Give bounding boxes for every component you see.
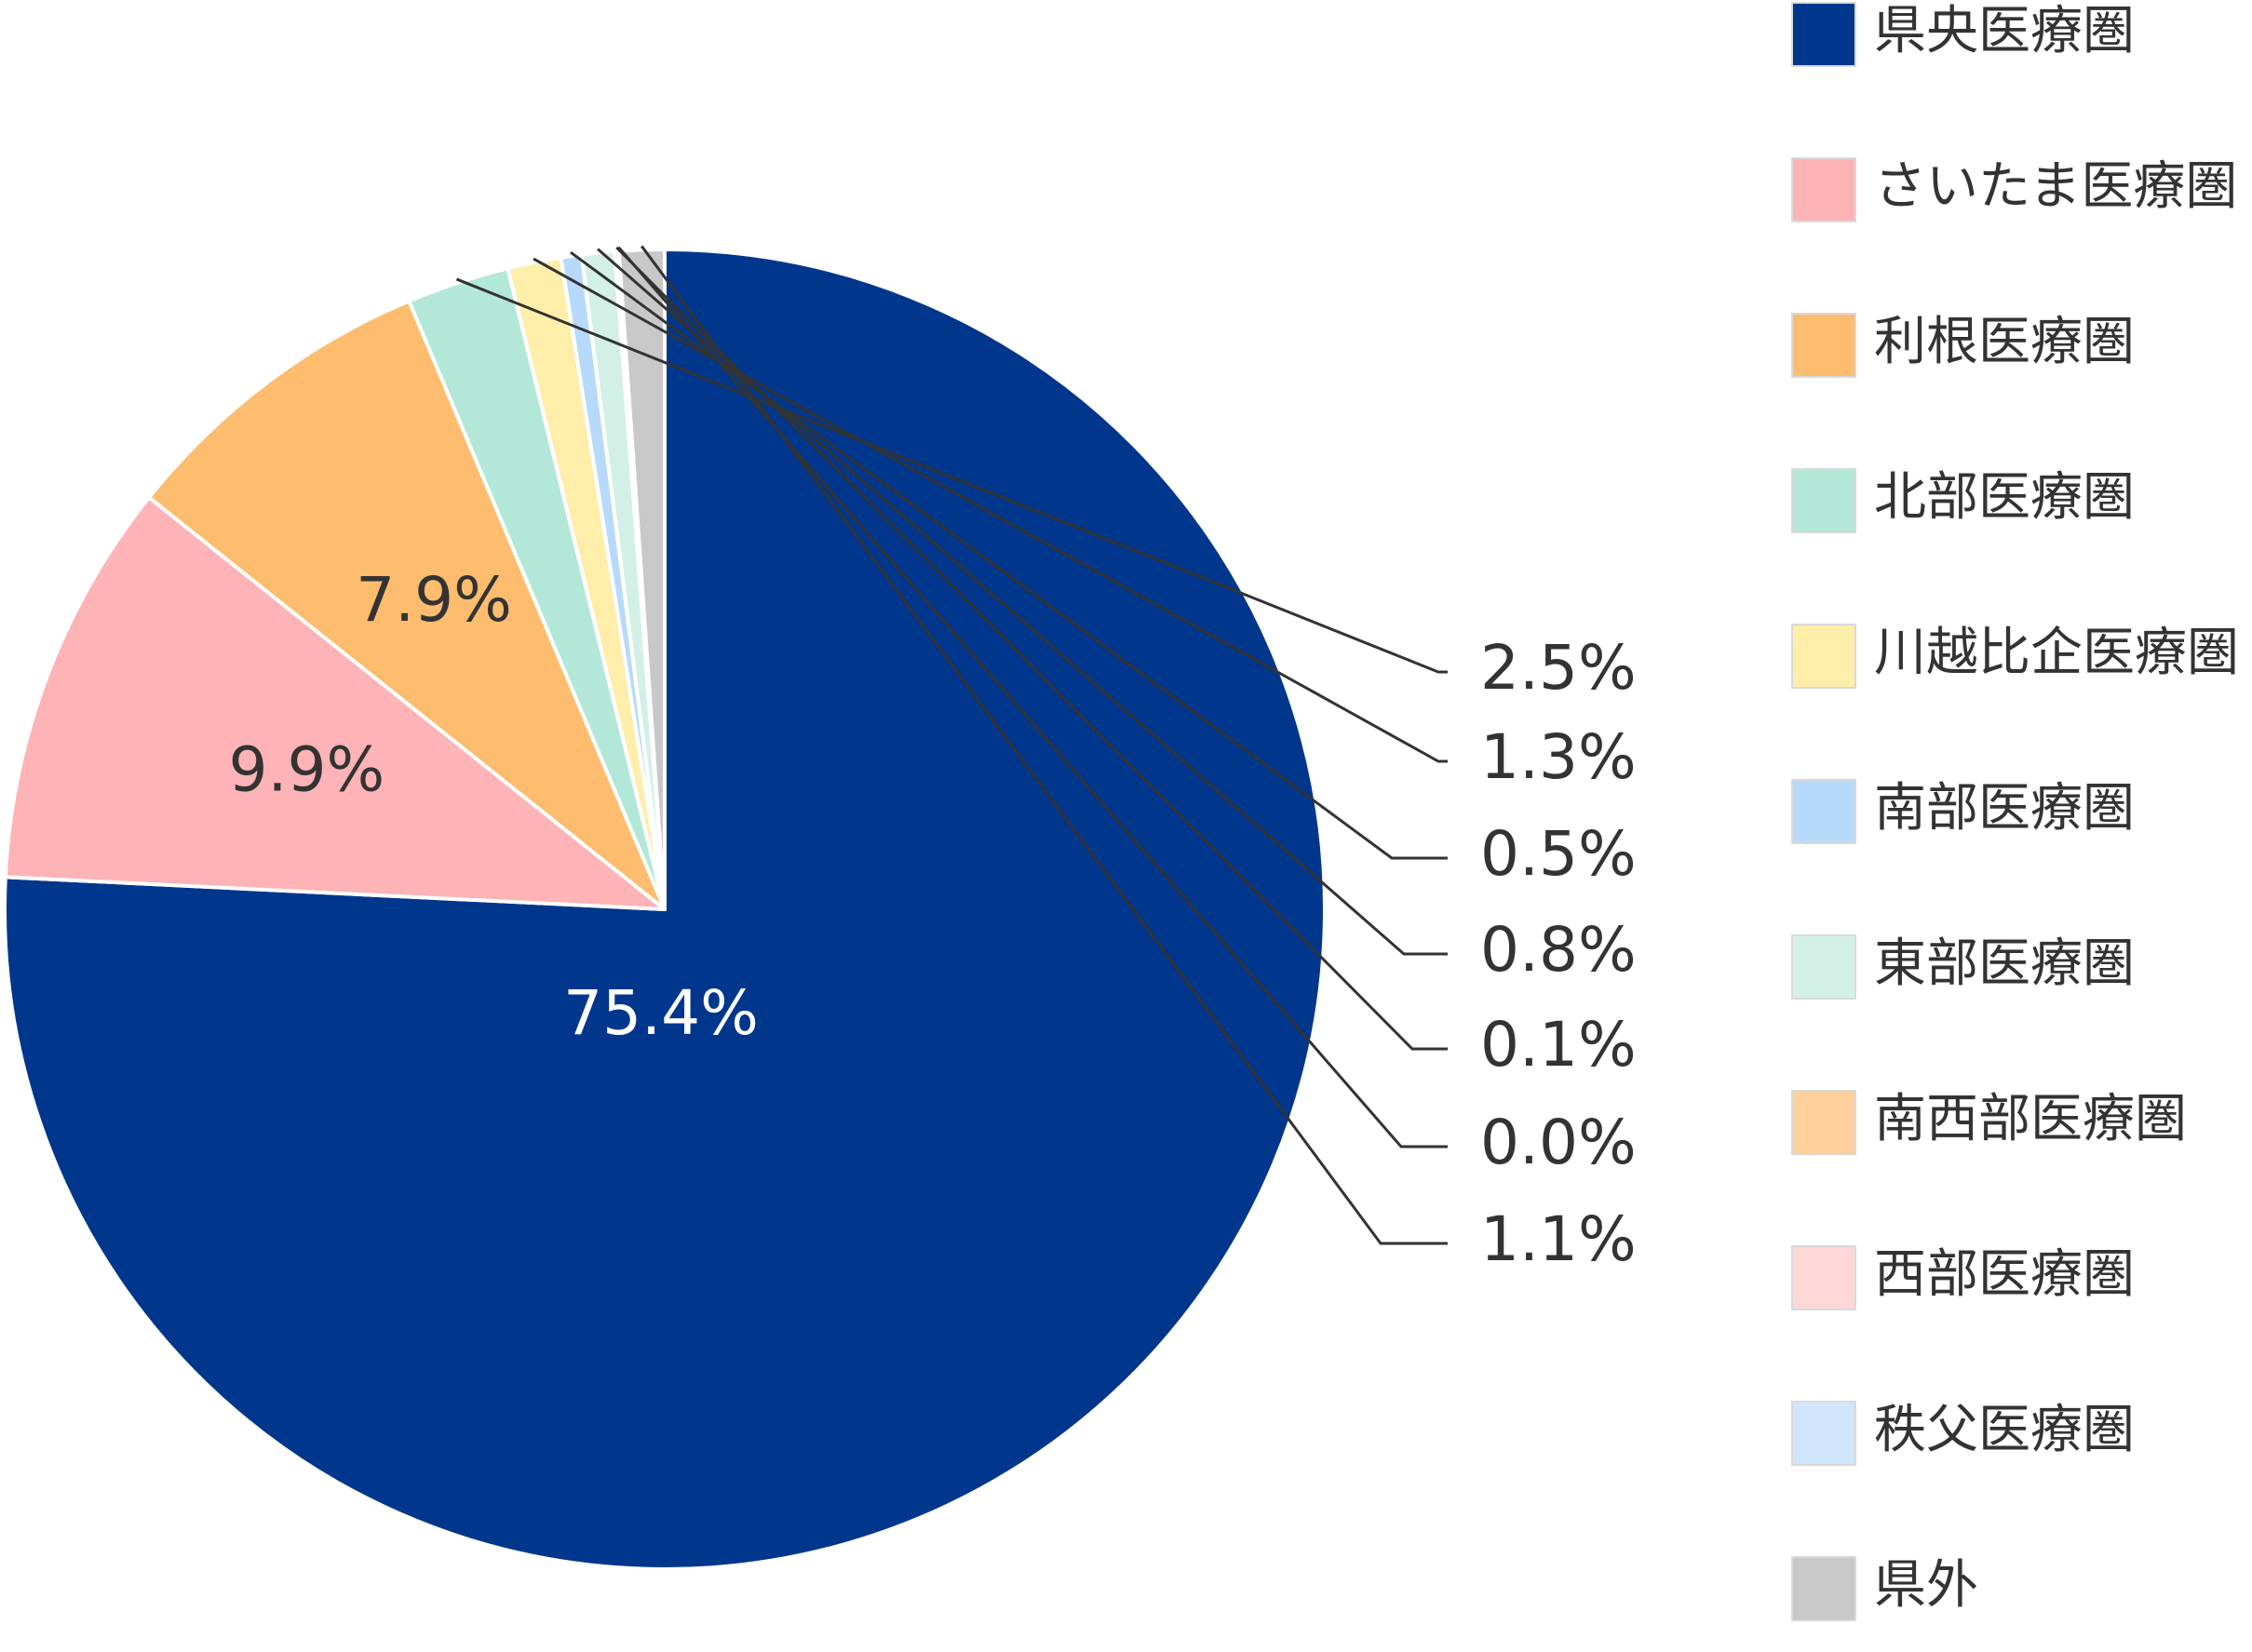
legend-label-10: 秩父医療圏 bbox=[1874, 1400, 2135, 1460]
legend-item-11: 県外 bbox=[1791, 1555, 1978, 1621]
legend-swatch-7 bbox=[1791, 934, 1856, 1000]
legend-swatch-5 bbox=[1791, 624, 1856, 689]
slice-label-1: 75.4% bbox=[563, 977, 759, 1049]
legend-item-7: 東部医療圏 bbox=[1791, 933, 2135, 1000]
slice-label-8: 0.1% bbox=[1480, 1009, 1637, 1081]
legend-label-1: 県央医療圏 bbox=[1874, 1, 2135, 61]
pie-slice-1 bbox=[3, 248, 1327, 1571]
slice-label-11: 1.1% bbox=[1480, 1203, 1637, 1275]
legend-swatch-9 bbox=[1791, 1245, 1856, 1310]
legend-swatch-1 bbox=[1791, 2, 1856, 67]
legend-swatch-4 bbox=[1791, 468, 1856, 533]
leader-line-11 bbox=[641, 245, 1448, 1245]
slice-label-6: 0.5% bbox=[1480, 818, 1637, 890]
legend-item-6: 南部医療圏 bbox=[1791, 778, 2135, 844]
slice-label-9: 0.0% bbox=[1480, 1107, 1637, 1178]
legend-item-1: 県央医療圏 bbox=[1791, 1, 2135, 67]
legend-label-11: 県外 bbox=[1874, 1555, 1978, 1616]
legend-swatch-2 bbox=[1791, 157, 1856, 222]
leader-lines bbox=[455, 245, 1448, 1245]
leader-line-7 bbox=[597, 248, 1448, 956]
legend-label-5: 川越比企医療圏 bbox=[1874, 623, 2239, 683]
legend-swatch-11 bbox=[1791, 1556, 1856, 1621]
slice-label-3: 7.9% bbox=[356, 564, 512, 636]
legend-item-4: 北部医療圏 bbox=[1791, 467, 2135, 533]
legend-swatch-10 bbox=[1791, 1401, 1856, 1466]
legend: 県央医療圏さいたま医療圏利根医療圏北部医療圏川越比企医療圏南部医療圏東部医療圏南… bbox=[1791, 1, 2239, 1621]
legend-label-6: 南部医療圏 bbox=[1874, 778, 2135, 839]
legend-item-5: 川越比企医療圏 bbox=[1791, 623, 2239, 689]
slice-label-7: 0.8% bbox=[1480, 914, 1637, 986]
pie-slice-3 bbox=[147, 299, 667, 911]
pie-slices bbox=[3, 248, 1327, 1571]
leader-line-9 bbox=[617, 246, 1448, 1148]
legend-item-2: さいたま医療圏 bbox=[1791, 156, 2237, 222]
legend-label-7: 東部医療圏 bbox=[1874, 933, 2135, 994]
legend-item-10: 秩父医療圏 bbox=[1791, 1400, 2135, 1466]
slice-label-2: 9.9% bbox=[229, 734, 385, 806]
slice-labels: 75.4% 9.9% 7.9% 2.5% 1.3% 0.5% 0.8% 0.1% 0.0% 1.1… bbox=[229, 564, 1637, 1275]
leader-line-6 bbox=[570, 250, 1448, 860]
legend-label-4: 北部医療圏 bbox=[1874, 467, 2135, 528]
legend-label-8: 南西部医療圏 bbox=[1874, 1089, 2187, 1149]
legend-label-9: 西部医療圏 bbox=[1874, 1244, 2135, 1305]
pie-slice-2 bbox=[3, 495, 667, 911]
slice-label-5: 1.3% bbox=[1480, 721, 1637, 793]
legend-item-3: 利根医療圏 bbox=[1791, 312, 2135, 378]
legend-swatch-8 bbox=[1791, 1090, 1856, 1155]
slice-label-4: 2.5% bbox=[1480, 632, 1637, 704]
legend-swatch-6 bbox=[1791, 779, 1856, 844]
legend-label-3: 利根医療圏 bbox=[1874, 312, 2135, 372]
legend-label-2: さいたま医療圏 bbox=[1874, 156, 2237, 217]
legend-item-9: 西部医療圏 bbox=[1791, 1244, 2135, 1310]
legend-swatch-3 bbox=[1791, 313, 1856, 378]
leader-line-8 bbox=[615, 246, 1448, 1051]
legend-item-8: 南西部医療圏 bbox=[1791, 1089, 2187, 1155]
leader-line-5 bbox=[533, 257, 1448, 763]
